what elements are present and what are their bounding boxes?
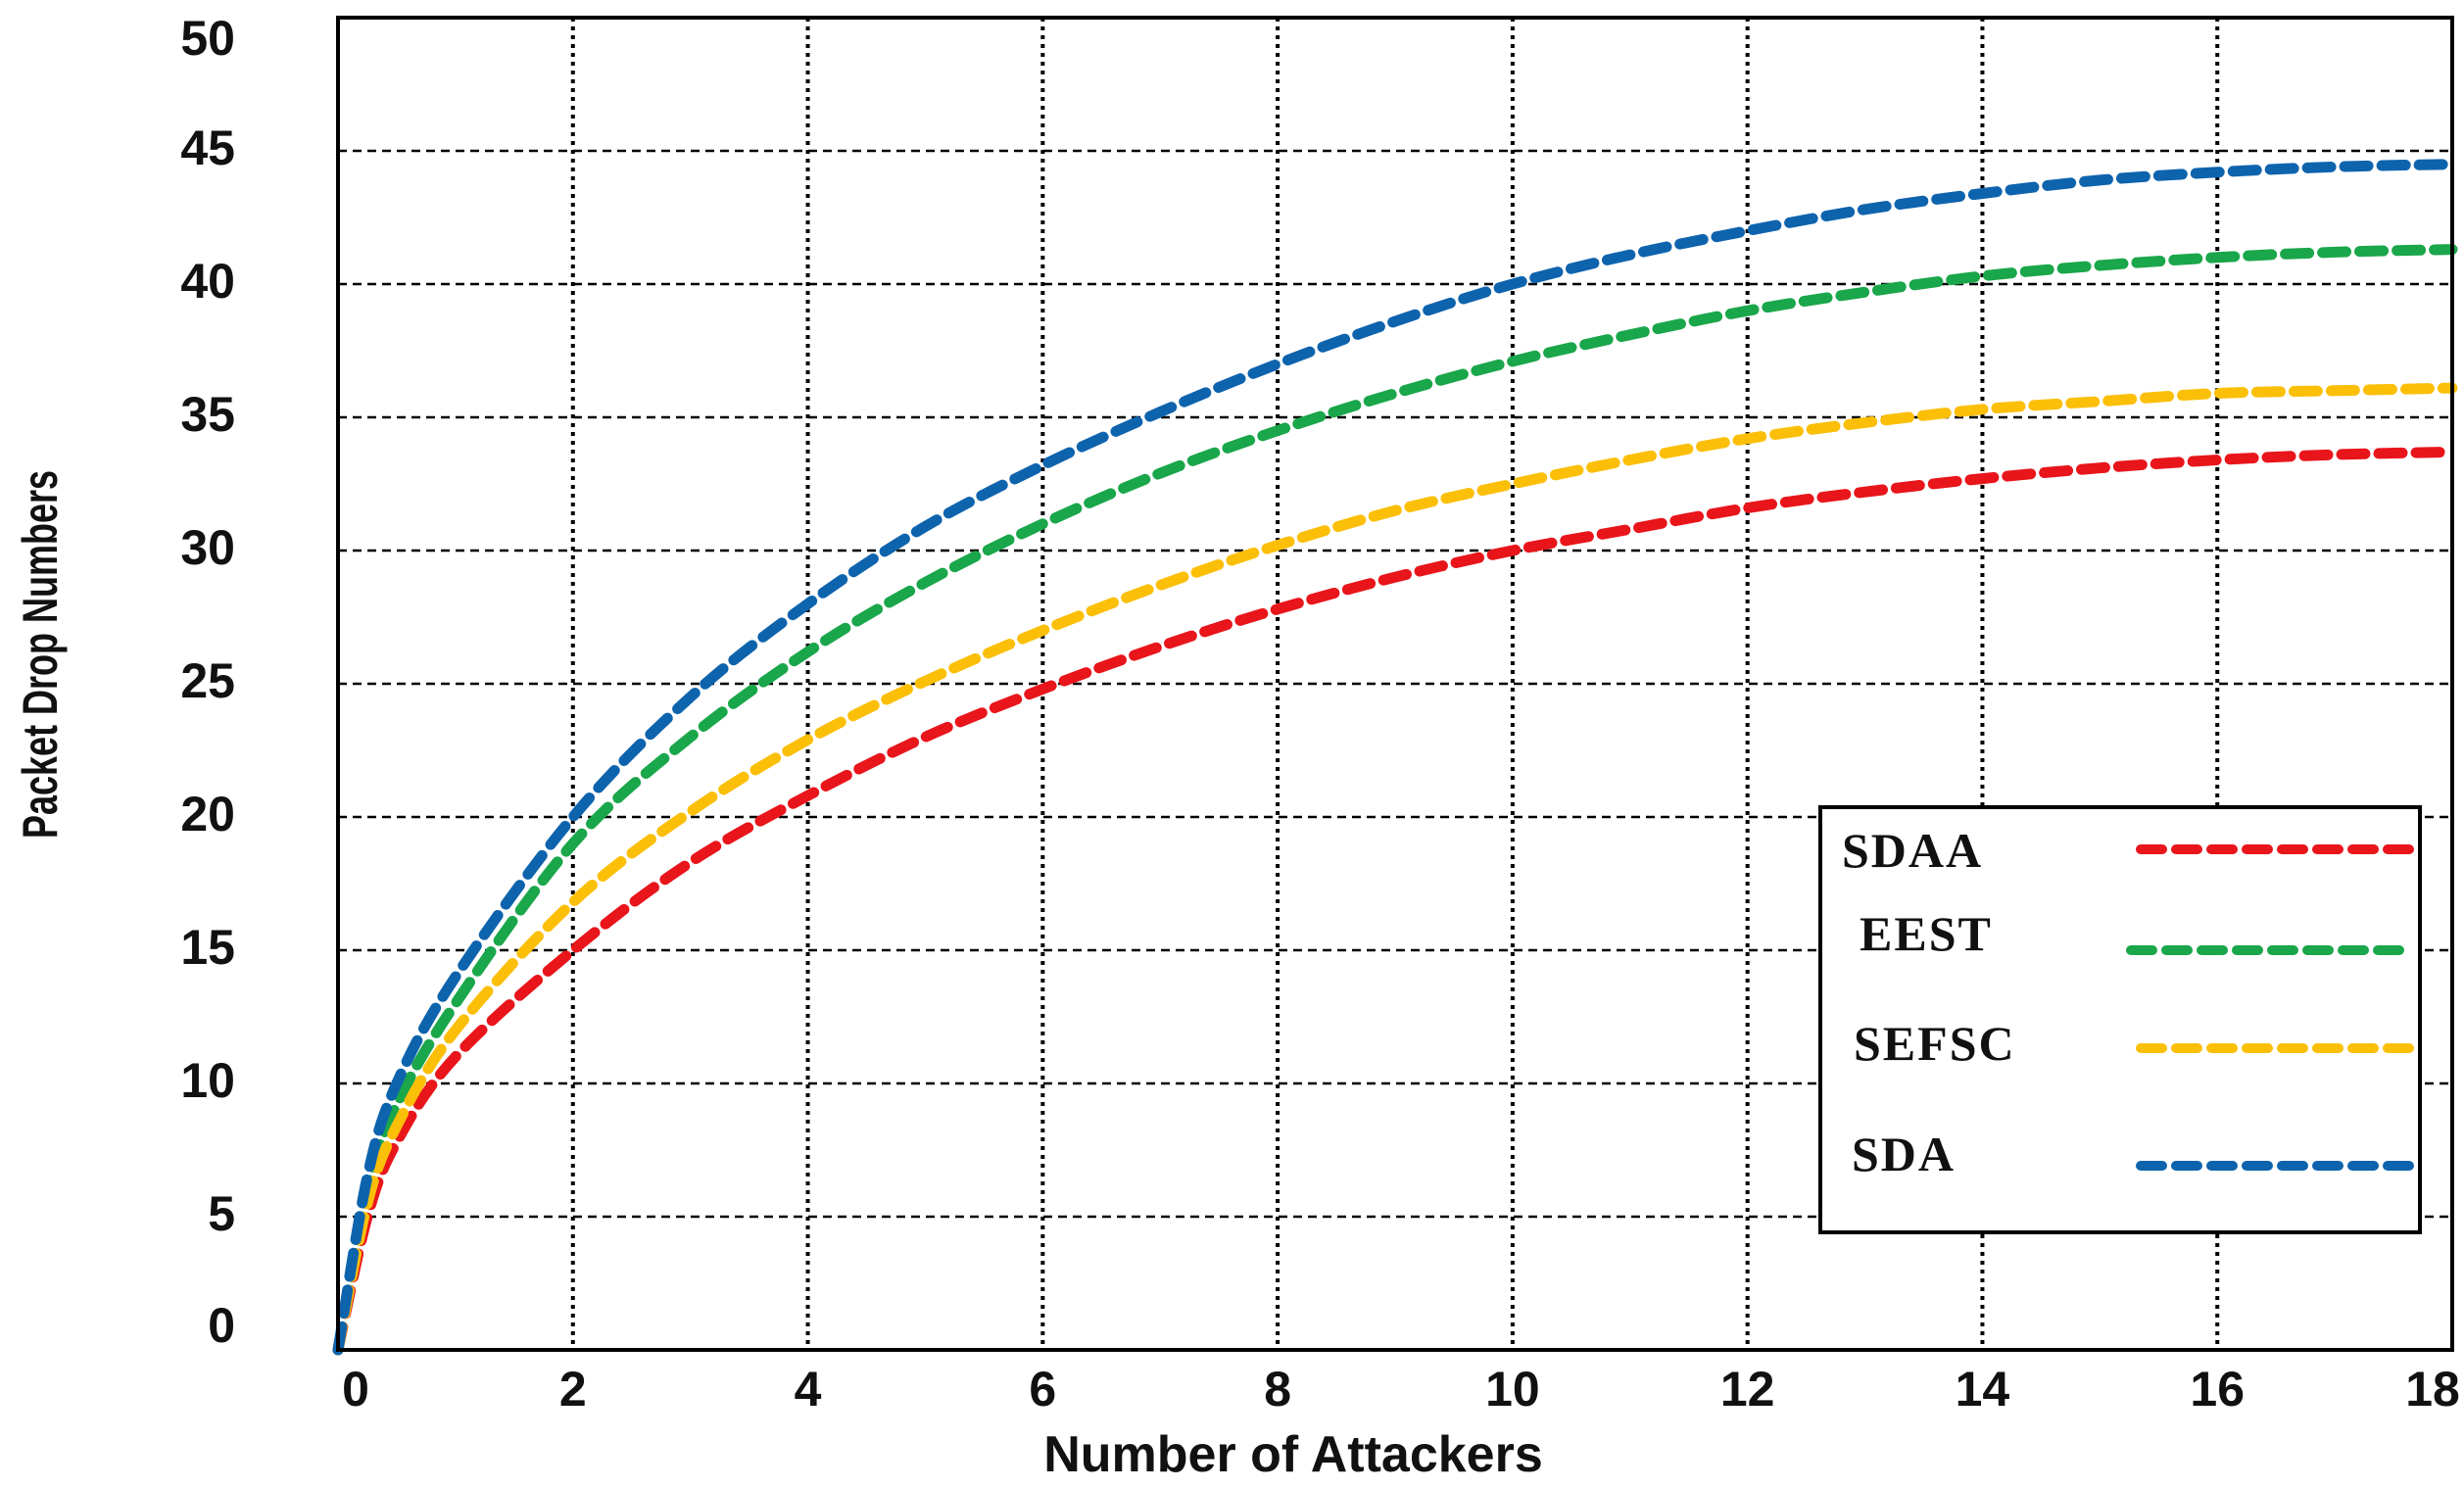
y-tick-label: 50 (180, 11, 235, 66)
y-tick-label: 10 (180, 1053, 235, 1108)
y-tick-label: 15 (180, 920, 235, 975)
y-tick-label: 0 (208, 1298, 235, 1353)
x-tick-labels: 0 2 4 6 8 10 12 14 16 18 (342, 1362, 2460, 1417)
plot-frame (336, 16, 2454, 1352)
grid (338, 18, 2452, 1350)
x-tick-label: 6 (1029, 1362, 1056, 1417)
x-tick-label: 8 (1264, 1362, 1291, 1417)
y-tick-label: 30 (180, 520, 235, 575)
series-line-sdaa (332, 446, 2458, 1356)
y-tick-label: 20 (180, 787, 235, 841)
legend-label-sda: SDA (1852, 1127, 1956, 1181)
y-tick-label: 5 (208, 1186, 235, 1241)
series-line-sda (332, 159, 2458, 1356)
legend-label-sefsc: SEFSC (1854, 1016, 2016, 1071)
x-tick-label: 12 (1720, 1362, 1775, 1417)
y-tick-label: 45 (180, 120, 235, 175)
x-axis-title: Number of Attackers (1043, 1426, 1543, 1483)
x-tick-label: 2 (559, 1362, 587, 1417)
x-tick-label: 10 (1485, 1362, 1540, 1417)
legend-label-sdaa: SDAA (1842, 823, 1983, 878)
y-tick-label: 25 (180, 653, 235, 708)
y-tick-label: 40 (180, 254, 235, 309)
y-axis-title: Packet Drop Numbers (14, 470, 68, 839)
legend-label-eest: EEST (1860, 906, 1993, 961)
x-tick-label: 16 (2190, 1362, 2245, 1417)
series-line-sefsc (332, 382, 2458, 1356)
x-tick-label: 14 (1956, 1362, 2010, 1417)
y-tick-label: 35 (180, 387, 235, 442)
x-tick-label: 0 (342, 1362, 369, 1417)
x-tick-label: 18 (2405, 1362, 2460, 1417)
y-tick-labels: 0 5 10 15 20 25 30 35 40 45 50 (180, 11, 235, 1353)
series-group (332, 159, 2458, 1356)
series-line-eest (332, 244, 2458, 1356)
legend: SDAA EEST SEFSC SDA (1818, 805, 2422, 1234)
x-tick-label: 4 (795, 1362, 822, 1417)
